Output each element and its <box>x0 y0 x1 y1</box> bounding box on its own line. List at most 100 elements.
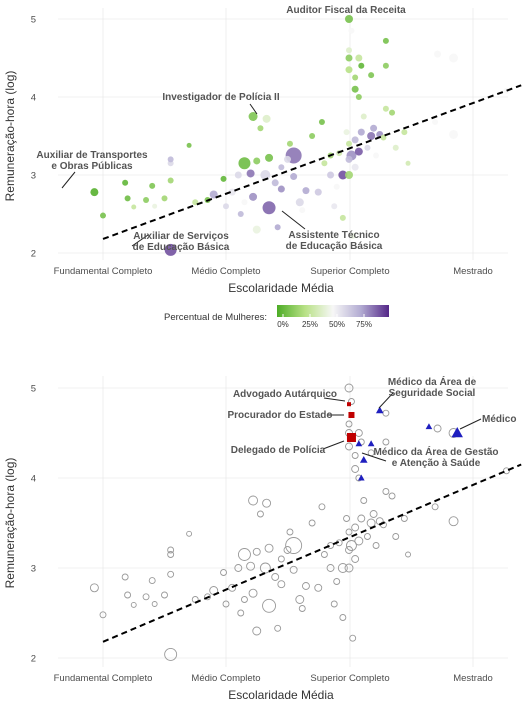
annotation-label: Auxiliar de Transportes e Obras Públicas <box>36 150 148 172</box>
y-tick-label: 3 <box>31 171 36 182</box>
legend-title: Percentual de Mulheres: <box>164 312 267 323</box>
annotation-leader <box>249 103 258 115</box>
data-point <box>299 207 306 214</box>
data-point <box>285 537 303 554</box>
data-point <box>248 112 258 121</box>
data-point <box>143 196 150 203</box>
data-point <box>271 573 280 581</box>
data-point <box>351 523 360 532</box>
data-point <box>346 140 352 147</box>
data-point <box>148 577 156 585</box>
y-tick-label: 2 <box>31 654 36 665</box>
data-point <box>204 593 212 601</box>
data-point <box>142 593 150 601</box>
data-point <box>238 157 251 170</box>
data-point <box>354 429 363 437</box>
data-point <box>338 170 348 180</box>
data-point <box>502 467 510 475</box>
annotation-label: Assistente Técnico de Educação Básica <box>286 230 383 252</box>
data-point <box>152 203 158 209</box>
data-point <box>252 547 261 556</box>
data-point <box>344 563 354 573</box>
annotation-leader <box>323 397 346 402</box>
data-point <box>237 548 251 561</box>
data-point <box>352 74 359 81</box>
data-point <box>257 125 264 132</box>
data-point <box>122 179 129 186</box>
x-tick-label: Mestrado <box>453 266 493 277</box>
data-point <box>308 519 316 527</box>
data-point <box>357 514 366 523</box>
data-point <box>278 164 285 171</box>
data-point <box>262 201 276 215</box>
data-point <box>284 155 291 163</box>
data-point <box>167 546 175 554</box>
x-tick-label: Superior Completo <box>310 673 389 684</box>
data-point <box>223 203 229 210</box>
data-point <box>368 72 375 79</box>
highlight-square <box>348 412 355 418</box>
data-point <box>320 551 328 558</box>
data-point <box>121 573 129 581</box>
data-point <box>382 409 390 417</box>
data-point <box>333 183 340 190</box>
data-point <box>327 542 334 549</box>
data-point <box>351 85 359 93</box>
data-point <box>161 591 168 599</box>
data-point <box>382 62 389 69</box>
data-point <box>449 129 459 139</box>
data-point <box>246 561 256 571</box>
highlight-label: Procurador do Estado <box>227 410 332 421</box>
data-point <box>331 203 338 210</box>
data-point <box>309 133 316 139</box>
data-point <box>186 530 193 537</box>
data-point <box>90 188 99 197</box>
data-point <box>339 614 347 621</box>
data-point <box>314 188 322 196</box>
annotation-leader <box>61 171 76 189</box>
data-point <box>351 136 359 144</box>
data-point <box>348 27 355 34</box>
data-point <box>186 142 192 148</box>
data-point <box>295 198 304 207</box>
data-point <box>124 591 132 599</box>
data-point <box>370 124 378 132</box>
data-point <box>348 398 355 405</box>
y-axis-title: Remuneração-hora (log) <box>3 458 17 589</box>
x-tick-label: Médio Completo <box>191 673 260 684</box>
data-point <box>290 173 298 181</box>
data-point <box>318 118 325 125</box>
y-tick-label: 3 <box>31 564 36 575</box>
data-point <box>302 187 310 195</box>
x-tick-label: Mestrado <box>453 673 493 684</box>
data-point <box>432 118 439 125</box>
data-point <box>164 243 177 256</box>
data-point <box>252 225 261 234</box>
highlight-triangle <box>425 423 433 430</box>
data-point <box>259 562 271 574</box>
data-point <box>271 179 279 187</box>
highlight-label: Advogado Autárquico <box>233 389 337 400</box>
data-point <box>357 128 365 136</box>
x-axis-title: Escolaridade Média <box>228 281 334 295</box>
data-point <box>405 551 411 558</box>
data-point <box>345 442 353 451</box>
data-point <box>302 582 310 590</box>
data-point <box>228 188 236 196</box>
data-point <box>405 160 411 166</box>
highlight-label: Médico da Área de Gestão e Atenção à Saúd… <box>373 445 498 469</box>
data-point <box>351 555 360 563</box>
annotation-label: Investigador de Polícia II <box>162 92 279 103</box>
highlight-label: Delegado de Polícia <box>231 445 326 456</box>
trend-line <box>102 463 522 643</box>
data-point <box>167 156 174 163</box>
data-point <box>339 214 346 221</box>
data-point <box>345 171 353 179</box>
annotation-leader <box>281 210 306 230</box>
data-point <box>286 140 293 147</box>
annotation-leader <box>131 234 149 247</box>
data-point <box>237 609 245 617</box>
data-point <box>345 155 353 163</box>
highlight-square <box>346 433 356 442</box>
